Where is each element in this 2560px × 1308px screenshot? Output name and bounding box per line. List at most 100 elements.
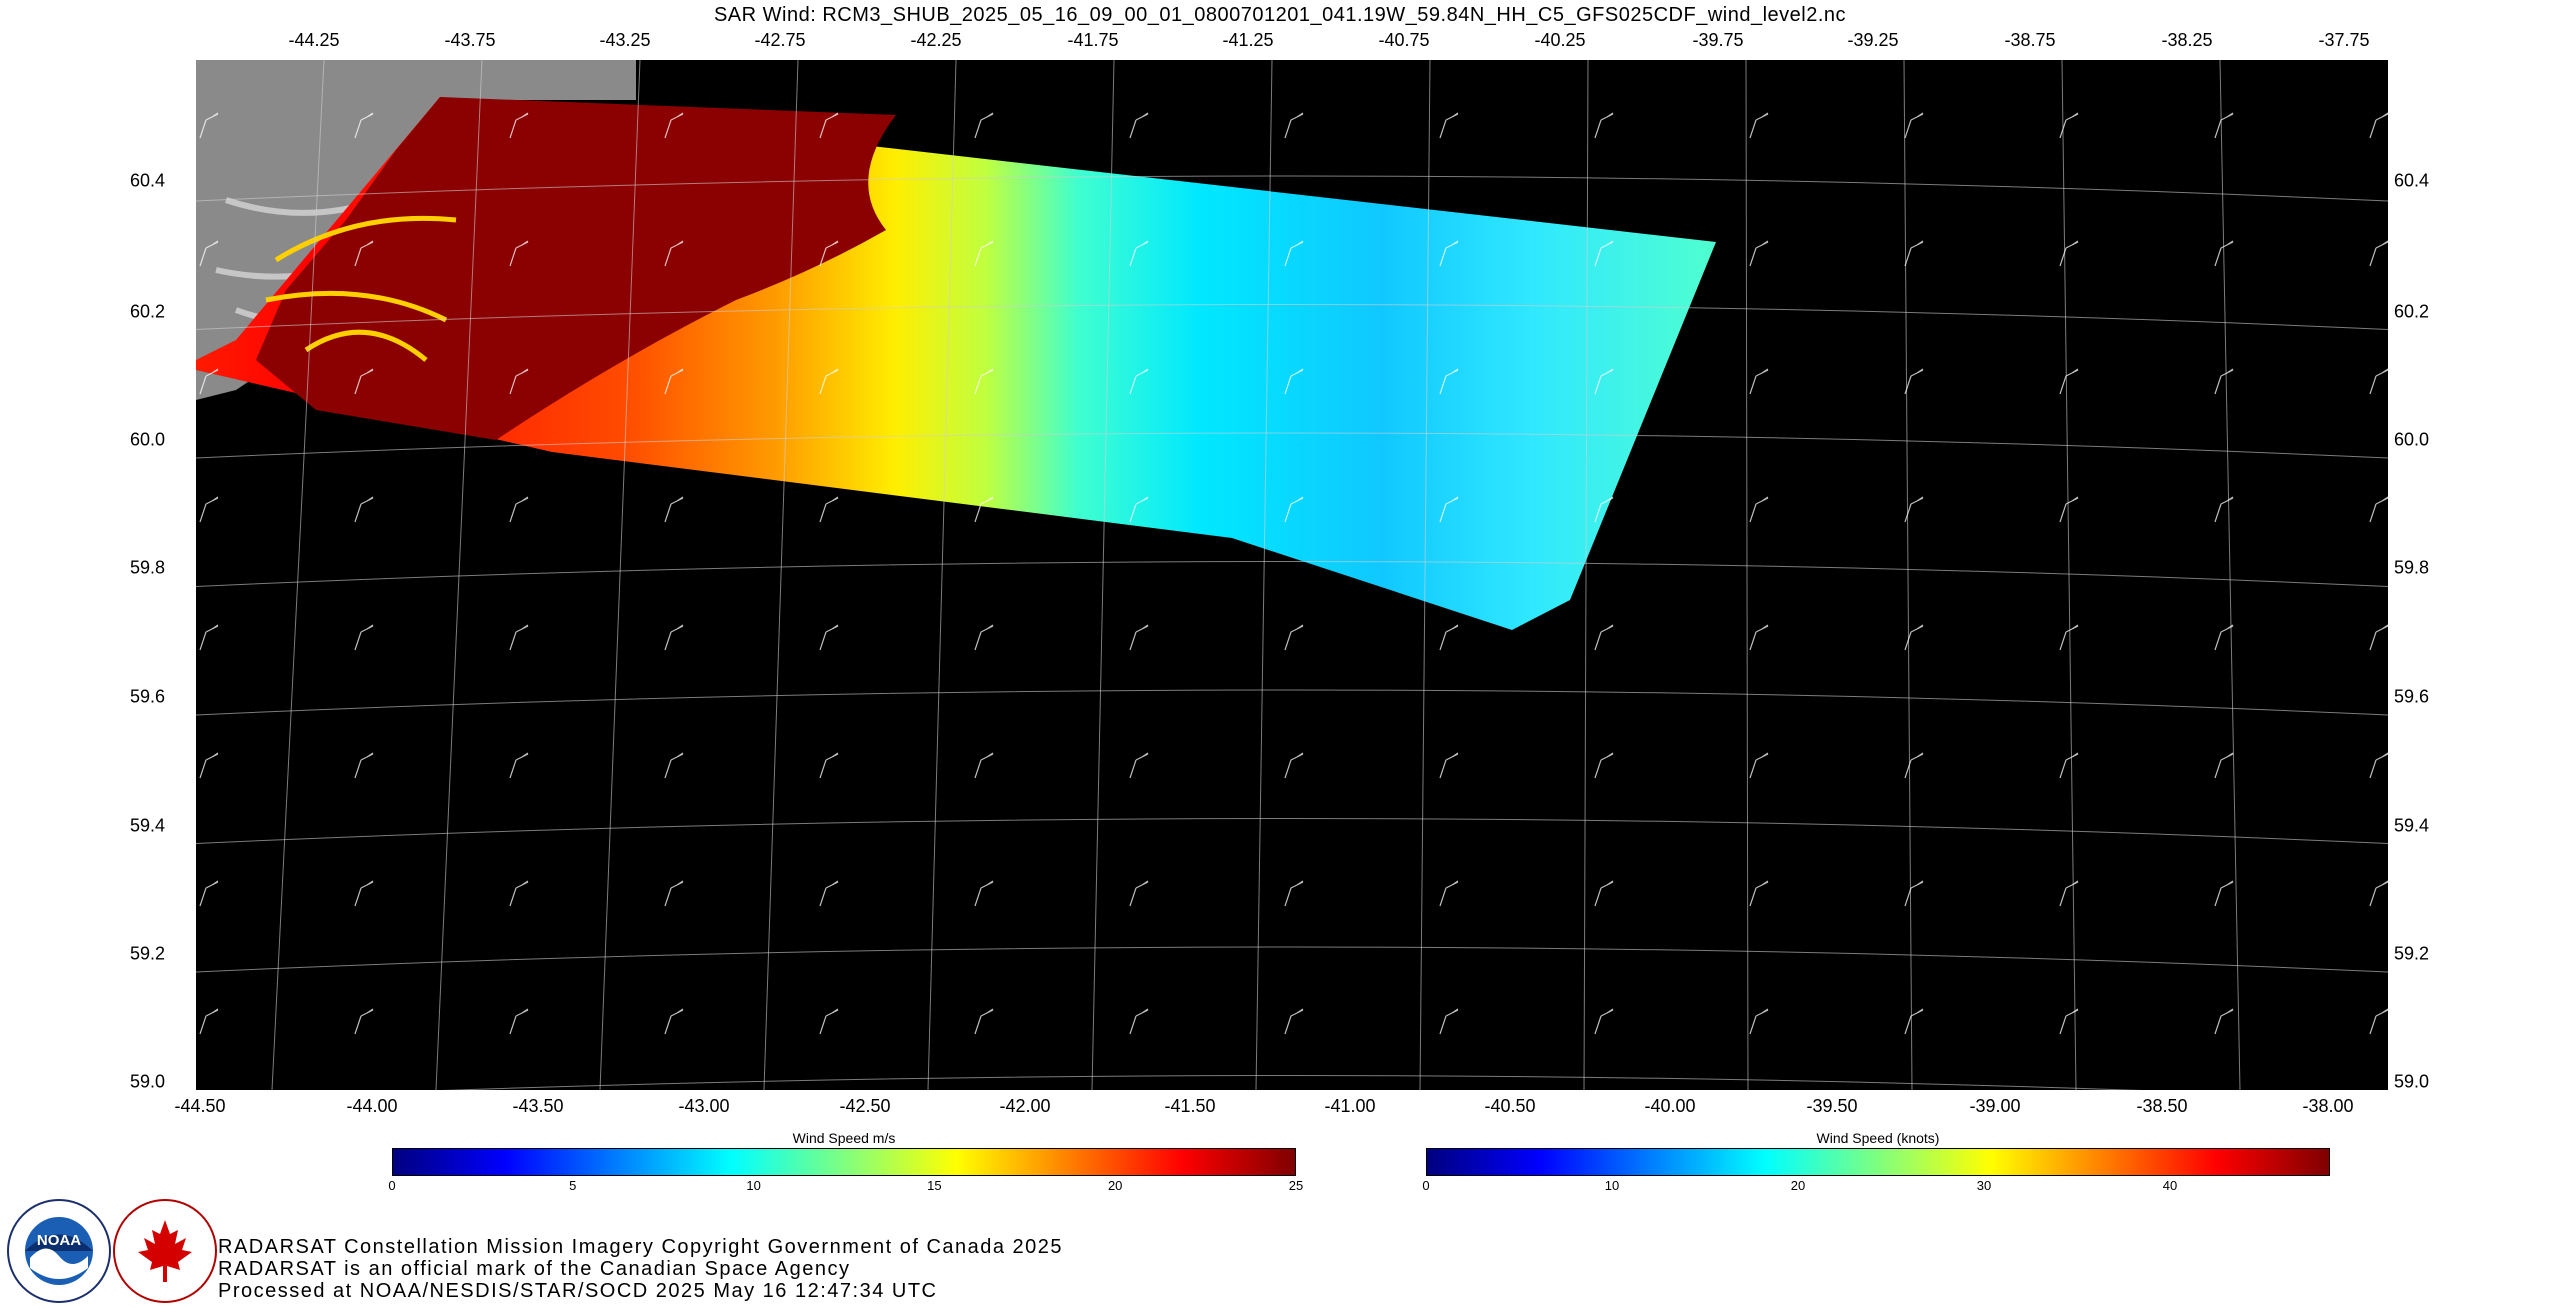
wind-barb bbox=[199, 624, 219, 651]
fjord-highlights bbox=[265, 215, 457, 362]
wind-barb bbox=[199, 880, 219, 907]
wind-barb bbox=[2214, 496, 2234, 523]
top-lon-tick-0: -44.25 bbox=[288, 30, 340, 50]
wind-barb bbox=[2369, 752, 2388, 779]
wind-barb bbox=[1594, 496, 1614, 523]
bottom-lon-tick-9: -40.00 bbox=[1644, 1096, 1696, 1116]
wind-barb bbox=[509, 1008, 529, 1035]
wind-barb bbox=[2059, 880, 2079, 907]
wind-barbs bbox=[199, 112, 2388, 1035]
colorbar-0-tick-5: 25 bbox=[1288, 1178, 1304, 1193]
wind-barb bbox=[1284, 624, 1304, 651]
colorbar-0-tick-3: 15 bbox=[927, 1178, 942, 1193]
land-region bbox=[196, 60, 636, 400]
wind-barb bbox=[1594, 368, 1614, 395]
wind-barb bbox=[354, 1008, 374, 1035]
right-lat-tick-0: 60.4 bbox=[2394, 170, 2430, 191]
top-lon-tick-4: -42.25 bbox=[910, 30, 962, 50]
wind-barb bbox=[1904, 1008, 1924, 1035]
wind-barb bbox=[1594, 240, 1614, 267]
bottom-lon-tick-11: -39.00 bbox=[1969, 1096, 2021, 1116]
left-lat-tick-2: 60.0 bbox=[130, 429, 166, 450]
bottom-lon-tick-12: -38.50 bbox=[2136, 1096, 2188, 1116]
wind-barb bbox=[1284, 752, 1304, 779]
noaa-logo-text: NOAA bbox=[37, 1232, 81, 1249]
colorbar-1-tick-2: 20 bbox=[1790, 1178, 1806, 1193]
wind-barb bbox=[974, 1008, 994, 1035]
bottom-lon-tick-13: -38.00 bbox=[2302, 1096, 2354, 1116]
wind-barb bbox=[1904, 624, 1924, 651]
right-lat-tick-1: 60.2 bbox=[2394, 301, 2430, 322]
wind-barb bbox=[2214, 240, 2234, 267]
top-lon-tick-10: -39.25 bbox=[1847, 30, 1899, 50]
colorbar-0-tick-4: 20 bbox=[1107, 1178, 1123, 1193]
bottom-lon-tick-4: -42.50 bbox=[839, 1096, 891, 1116]
wind-barb bbox=[2214, 752, 2234, 779]
wind-barb bbox=[1904, 112, 1924, 139]
wind-barb bbox=[1904, 752, 1924, 779]
wind-barb bbox=[1129, 240, 1149, 267]
left-lat-tick-6: 59.2 bbox=[130, 943, 166, 964]
top-lon-tick-3: -42.75 bbox=[754, 30, 806, 50]
wind-barb bbox=[974, 496, 994, 523]
wind-barb bbox=[819, 752, 839, 779]
wind-barb bbox=[2059, 752, 2079, 779]
top-lon-tick-2: -43.25 bbox=[599, 30, 651, 50]
wind-barb bbox=[1594, 880, 1614, 907]
left-lat-tick-5: 59.4 bbox=[130, 815, 166, 836]
wind-speed-map bbox=[196, 60, 2388, 1090]
top-longitude-axis: -44.25 -43.75 -43.25 -42.75 -42.25 -41.75 -41.… bbox=[0, 30, 2560, 56]
wind-barb bbox=[2369, 1008, 2388, 1035]
wind-barb bbox=[1594, 624, 1614, 651]
wind-barb bbox=[1129, 112, 1149, 139]
right-lat-tick-4: 59.6 bbox=[2394, 686, 2430, 707]
wind-barb bbox=[2059, 368, 2079, 395]
wind-barb bbox=[1749, 240, 1769, 267]
wind-barb bbox=[819, 880, 839, 907]
wind-barb bbox=[509, 496, 529, 523]
wind-barb bbox=[1439, 112, 1459, 139]
wind-barb bbox=[1594, 1008, 1614, 1035]
right-latitude-axis: 60.4 60.2 60.0 59.8 59.6 59.4 59.2 59.0 bbox=[2394, 0, 2454, 1308]
credits-block: RADARSAT Constellation Mission Imagery C… bbox=[218, 1236, 1063, 1302]
wind-barb bbox=[974, 880, 994, 907]
wind-barb bbox=[2214, 624, 2234, 651]
colorbar-1-tick-1: 10 bbox=[1604, 1178, 1620, 1193]
wind-barb bbox=[2059, 496, 2079, 523]
wind-barb bbox=[1749, 112, 1769, 139]
credit-line-copyright: RADARSAT Constellation Mission Imagery C… bbox=[218, 1236, 1064, 1258]
wind-barb bbox=[974, 752, 994, 779]
wind-barb bbox=[1284, 368, 1304, 395]
top-lon-tick-7: -40.75 bbox=[1378, 30, 1430, 50]
colorbar-1-tick-4: 40 bbox=[2162, 1178, 2178, 1193]
wind-barb bbox=[819, 112, 839, 139]
wind-barb bbox=[509, 112, 529, 139]
wind-barb bbox=[974, 240, 994, 267]
wind-barb bbox=[2214, 880, 2234, 907]
wind-barb bbox=[199, 1008, 219, 1035]
wind-barb bbox=[1749, 496, 1769, 523]
colorbar-ms: Wind Speed m/s 0 5 10 15 20 25 bbox=[388, 1130, 1303, 1193]
wind-barb bbox=[2214, 368, 2234, 395]
wind-barb bbox=[354, 368, 374, 395]
wind-barb bbox=[509, 752, 529, 779]
colorbar-0-tick-1: 5 bbox=[569, 1178, 577, 1193]
credit-line-processed: Processed at NOAA/NESDIS/STAR/SOCD 2025 … bbox=[218, 1280, 938, 1302]
colorbar-ms-title: Wind Speed m/s bbox=[792, 1130, 896, 1146]
colorbar-1-tick-0: 0 bbox=[1422, 1178, 1430, 1193]
wind-barb bbox=[1284, 496, 1304, 523]
top-lon-tick-13: -37.75 bbox=[2318, 30, 2370, 50]
wind-barb bbox=[1749, 880, 1769, 907]
wind-barb bbox=[664, 624, 684, 651]
map-panel bbox=[196, 60, 2388, 1090]
top-lon-tick-9: -39.75 bbox=[1692, 30, 1744, 50]
wind-barb bbox=[1284, 1008, 1304, 1035]
wind-barb bbox=[1129, 752, 1149, 779]
wind-barb bbox=[1439, 880, 1459, 907]
wind-barb bbox=[664, 1008, 684, 1035]
wind-barb bbox=[1594, 752, 1614, 779]
top-lon-tick-5: -41.75 bbox=[1067, 30, 1119, 50]
wind-barb bbox=[1439, 368, 1459, 395]
top-lon-tick-8: -40.25 bbox=[1534, 30, 1586, 50]
